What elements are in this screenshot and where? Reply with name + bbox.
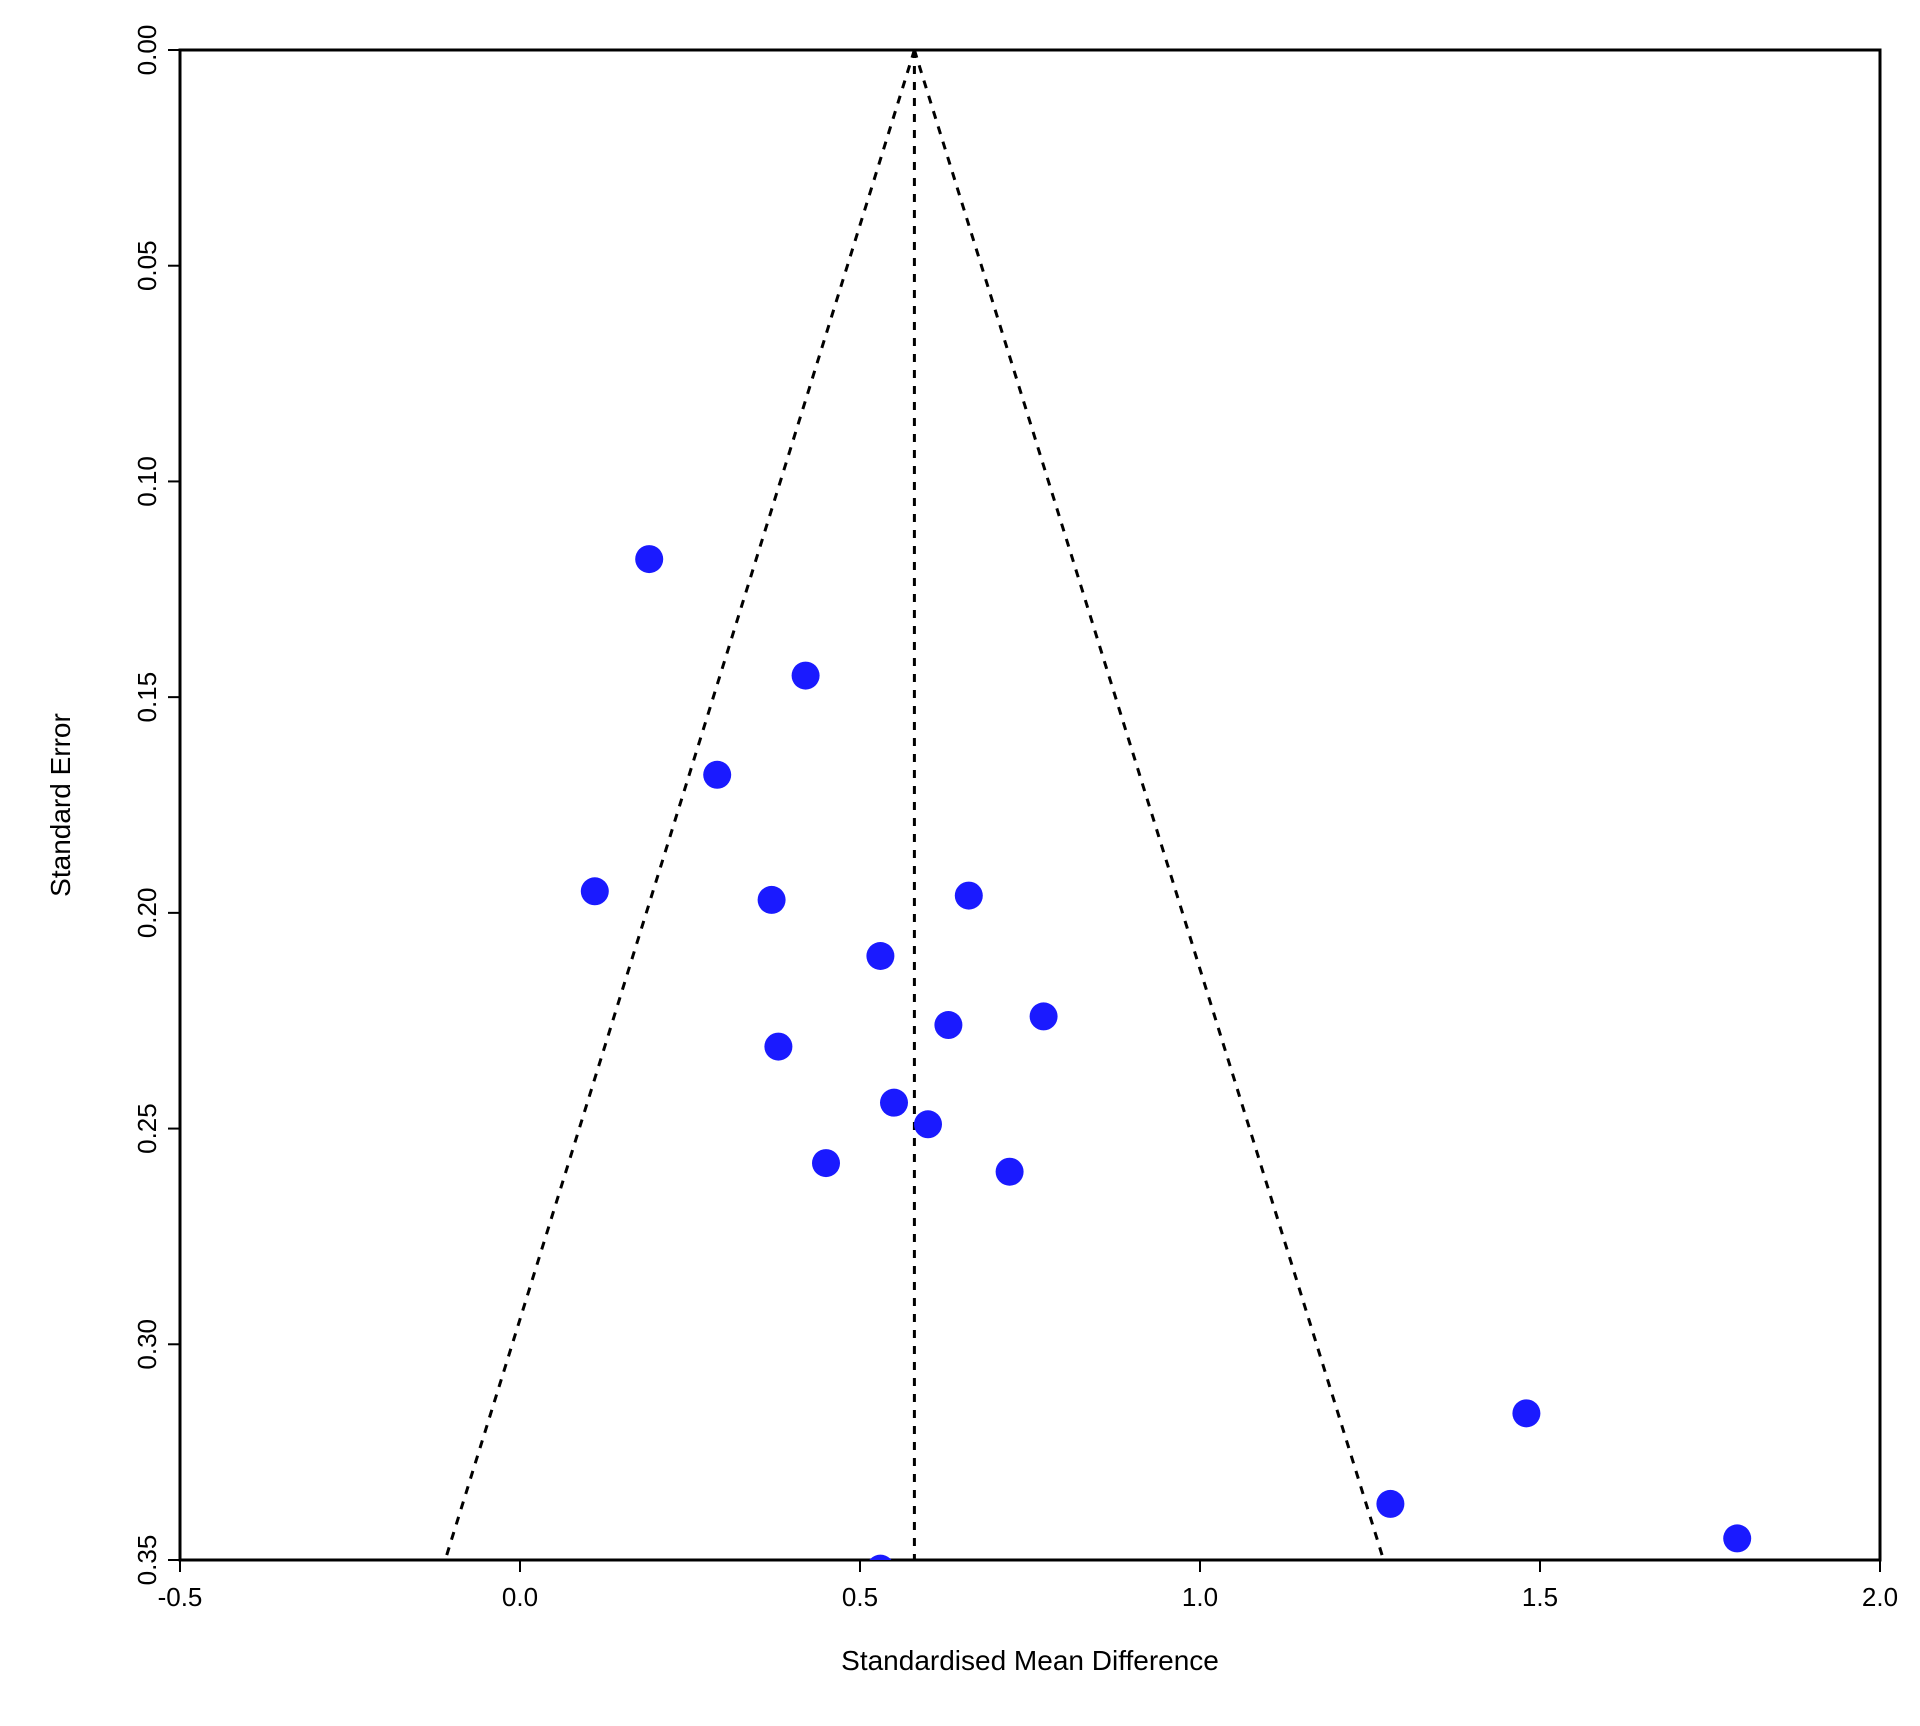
data-point	[703, 761, 731, 789]
y-tick-label: 0.30	[132, 1319, 162, 1370]
x-tick-label: -0.5	[158, 1582, 203, 1612]
data-point	[758, 886, 786, 914]
funnel-plot-container: -0.5 0.0 0.5 1.0 1.5 2.0 0.00 0.05 0.10 0.15 0.20 0…	[0, 0, 1920, 1726]
y-tick-label: 0.00	[132, 25, 162, 76]
data-point	[635, 545, 663, 573]
x-tick-label: 2.0	[1862, 1582, 1898, 1612]
x-axis-label: Standardised Mean Difference	[841, 1645, 1219, 1676]
data-point	[996, 1158, 1024, 1186]
funnel-plot-svg: -0.5 0.0 0.5 1.0 1.5 2.0 0.00 0.05 0.10 0.15 0.20 0…	[0, 0, 1920, 1726]
data-point	[792, 662, 820, 690]
data-point	[934, 1011, 962, 1039]
data-point	[880, 1089, 908, 1117]
data-point	[1723, 1524, 1751, 1552]
y-tick-label: 0.25	[132, 1103, 162, 1154]
data-point	[812, 1149, 840, 1177]
x-tick-label: 0.5	[842, 1582, 878, 1612]
y-tick-label: 0.20	[132, 888, 162, 939]
data-point	[1376, 1490, 1404, 1518]
x-tick-label: 0.0	[502, 1582, 538, 1612]
y-tick-label: 0.10	[132, 456, 162, 507]
data-point	[1030, 1002, 1058, 1030]
y-tick-label: 0.15	[132, 672, 162, 723]
data-point	[581, 877, 609, 905]
x-tick-label: 1.0	[1182, 1582, 1218, 1612]
data-point	[914, 1110, 942, 1138]
data-point	[764, 1033, 792, 1061]
y-tick-label: 0.05	[132, 240, 162, 291]
y-axis-label: Standard Error	[45, 713, 76, 897]
data-point	[955, 882, 983, 910]
data-point	[1512, 1399, 1540, 1427]
y-tick-label: 0.35	[132, 1535, 162, 1586]
data-point	[866, 1555, 894, 1583]
x-tick-label: 1.5	[1522, 1582, 1558, 1612]
data-point	[866, 942, 894, 970]
plot-border	[180, 50, 1880, 1560]
